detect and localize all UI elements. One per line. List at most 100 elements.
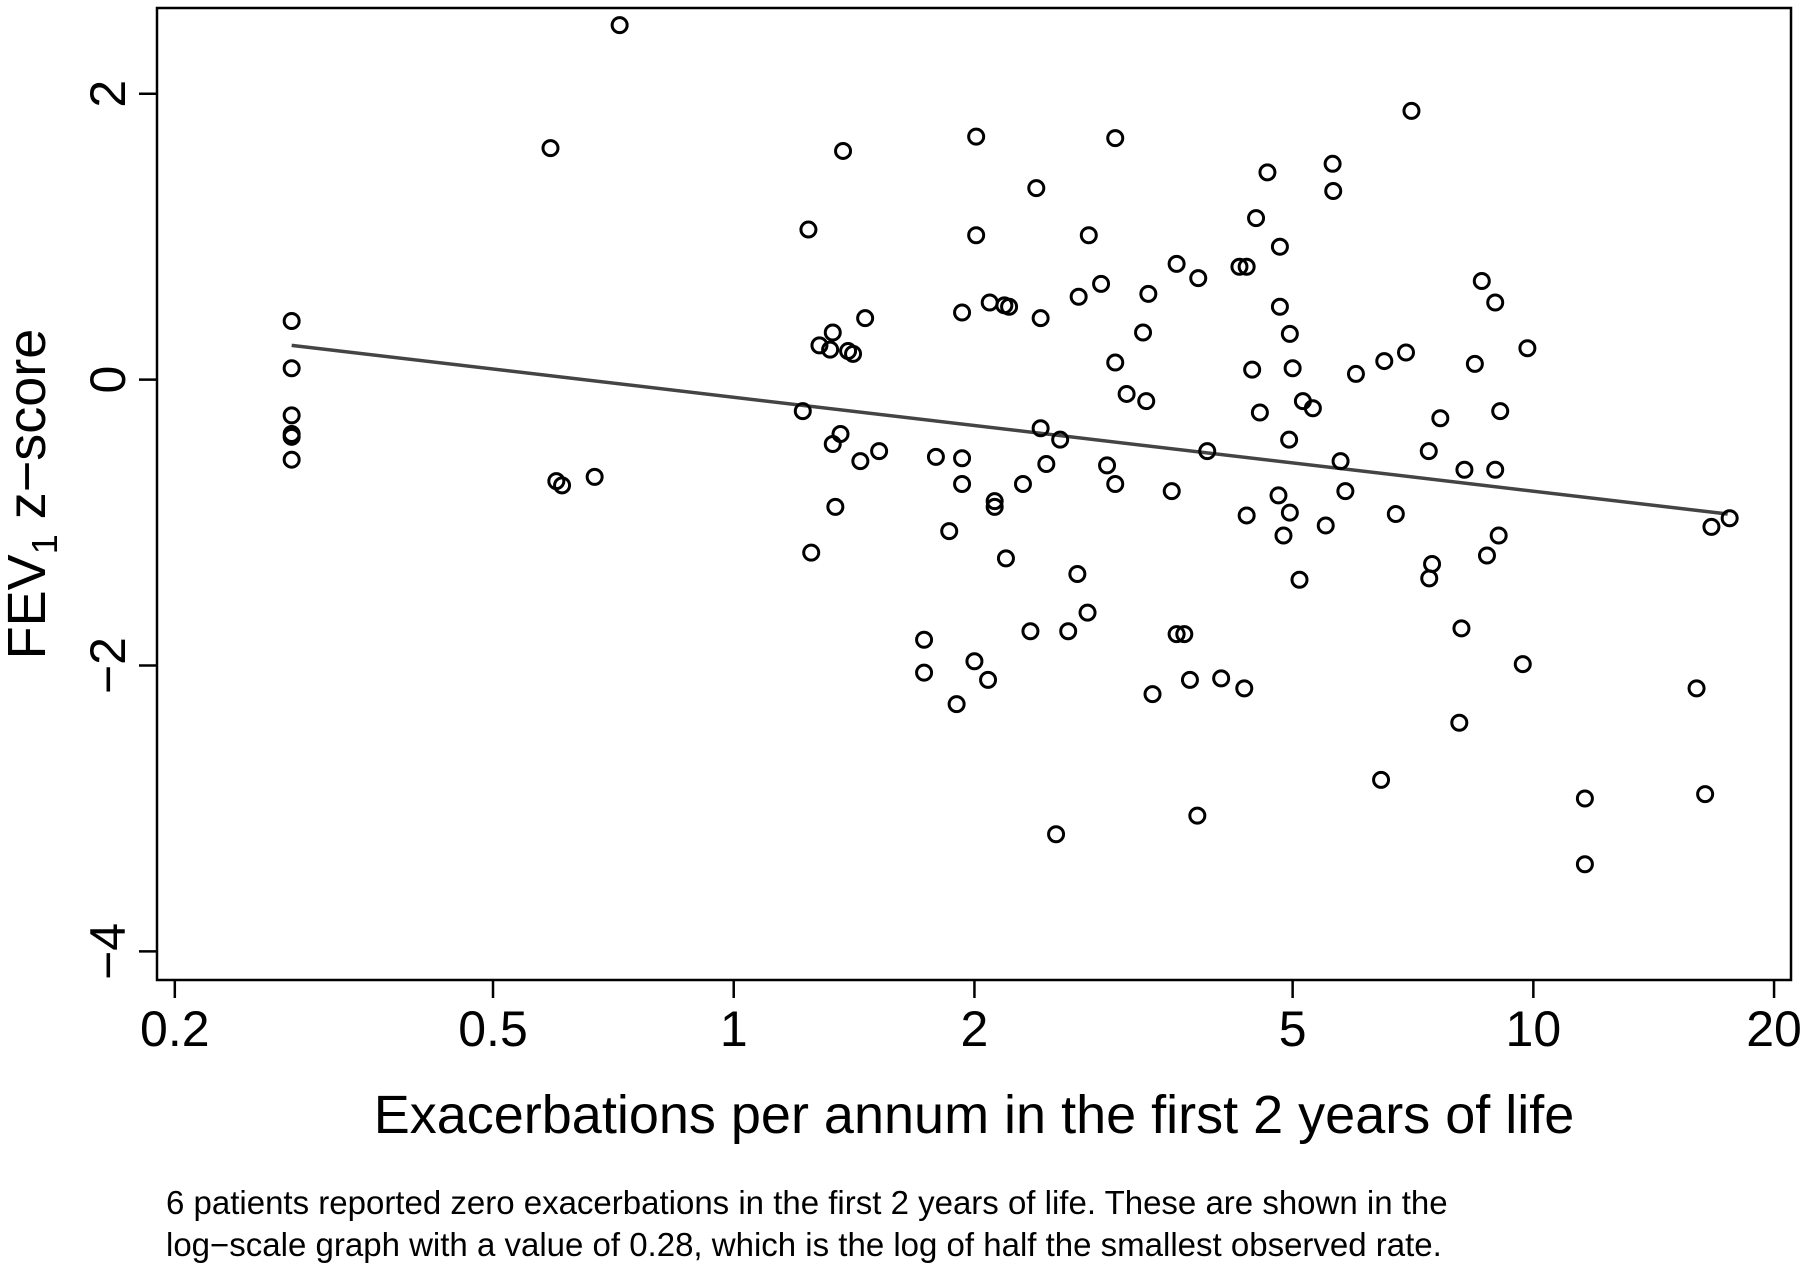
data-point-35: [953, 449, 972, 468]
data-point-116: [1486, 293, 1505, 312]
data-point-25: [802, 543, 821, 562]
y-axis-title-subscript: 1: [24, 534, 65, 554]
data-point-67: [1162, 482, 1181, 501]
data-point-124: [1687, 679, 1706, 698]
data-point-95: [1323, 154, 1342, 173]
data-point-34: [926, 447, 945, 466]
data-point-120: [1518, 339, 1537, 358]
data-point-71: [1175, 625, 1194, 644]
y-tick-label-3: −4: [80, 923, 136, 980]
data-point-84: [1283, 359, 1302, 378]
data-point-81: [1270, 297, 1289, 316]
data-point-21: [831, 424, 850, 443]
data-point-123: [1575, 855, 1594, 874]
data-point-24: [826, 497, 845, 516]
data-point-52: [1068, 565, 1087, 584]
data-point-33: [1031, 309, 1050, 328]
data-point-42: [1051, 430, 1070, 449]
footnote-line-1: 6 patients reported zero exacerbations i…: [166, 1184, 1448, 1221]
data-point-112: [1372, 770, 1391, 789]
data-point-61: [1106, 353, 1125, 372]
y-axis-title-main: FEV: [0, 554, 57, 659]
data-point-94: [1235, 679, 1254, 698]
data-point-53: [1078, 603, 1097, 622]
data-point-91: [1280, 503, 1299, 522]
data-point-41: [1031, 419, 1050, 438]
data-point-107: [1420, 569, 1439, 588]
data-point-6: [282, 359, 301, 378]
data-point-19: [793, 402, 812, 421]
data-point-66: [1143, 685, 1162, 704]
data-point-4: [585, 467, 604, 486]
data-point-109: [1455, 460, 1474, 479]
x-tick-label-6: 20: [1746, 1001, 1800, 1057]
x-axis-title: Exacerbations per annum in the first 2 y…: [374, 1085, 1575, 1145]
data-point-22: [851, 452, 870, 471]
data-point-3: [553, 476, 572, 495]
data-point-106: [1423, 555, 1442, 574]
data-point-13: [810, 336, 829, 355]
data-point-1: [541, 139, 560, 158]
data-point-72: [1180, 670, 1199, 689]
data-point-97: [1331, 452, 1350, 471]
data-point-114: [1472, 272, 1491, 291]
data-point-27: [967, 226, 986, 245]
data-point-104: [1386, 505, 1405, 524]
x-tick-label-2: 1: [720, 1001, 748, 1057]
data-point-119: [1489, 526, 1508, 545]
data-point-10: [282, 450, 301, 469]
data-point-74: [1188, 806, 1207, 825]
data-point-47: [965, 652, 984, 671]
data-point-82: [1280, 324, 1299, 343]
data-point-49: [947, 695, 966, 714]
data-point-127: [1720, 509, 1739, 528]
data-point-40: [996, 549, 1015, 568]
data-point-118: [1486, 460, 1505, 479]
data-point-28: [953, 303, 972, 322]
data-point-85: [1250, 403, 1269, 422]
data-point-37: [985, 492, 1004, 511]
data-point-100: [1346, 364, 1365, 383]
x-tick-label-0: 0.2: [140, 1001, 210, 1057]
data-point-59: [1139, 284, 1158, 303]
data-point-31: [1000, 297, 1019, 316]
data-point-70: [1167, 625, 1186, 644]
data-point-39: [940, 522, 959, 541]
data-point-105: [1419, 442, 1438, 461]
x-tick-label-3: 2: [961, 1001, 989, 1057]
data-point-15: [823, 323, 842, 342]
data-point-0: [610, 16, 629, 35]
data-point-5: [282, 312, 301, 331]
data-point-122: [1575, 789, 1594, 808]
data-point-121: [1513, 655, 1532, 674]
data-point-55: [1106, 129, 1125, 148]
data-point-56: [1079, 226, 1098, 245]
y-axis-title-rest: z−score: [0, 329, 57, 535]
data-point-68: [1167, 254, 1186, 273]
data-point-62: [1117, 384, 1136, 403]
x-tick-label-1: 0.5: [458, 1001, 528, 1057]
data-point-65: [1106, 474, 1125, 493]
data-point-14: [821, 340, 840, 359]
data-point-48: [979, 670, 998, 689]
data-point-102: [1396, 343, 1415, 362]
footnote-line-2: log−scale graph with a value of 0.28, wh…: [166, 1226, 1442, 1263]
data-point-38: [985, 497, 1004, 516]
data-point-45: [915, 630, 934, 649]
data-point-78: [1247, 209, 1266, 228]
data-point-103: [1402, 101, 1421, 120]
data-point-117: [1491, 402, 1510, 421]
data-point-29: [980, 293, 999, 312]
data-point-32: [1027, 179, 1046, 198]
data-point-96: [1324, 181, 1343, 200]
data-point-17: [844, 344, 863, 363]
y-tick-label-2: −2: [80, 637, 136, 694]
data-point-11: [799, 220, 818, 239]
data-point-18: [856, 309, 875, 328]
data-point-98: [1336, 482, 1355, 501]
y-axis-title: FEV1 z−score: [0, 329, 65, 660]
data-point-44: [1013, 474, 1032, 493]
data-point-36: [953, 474, 972, 493]
data-point-58: [1069, 287, 1088, 306]
